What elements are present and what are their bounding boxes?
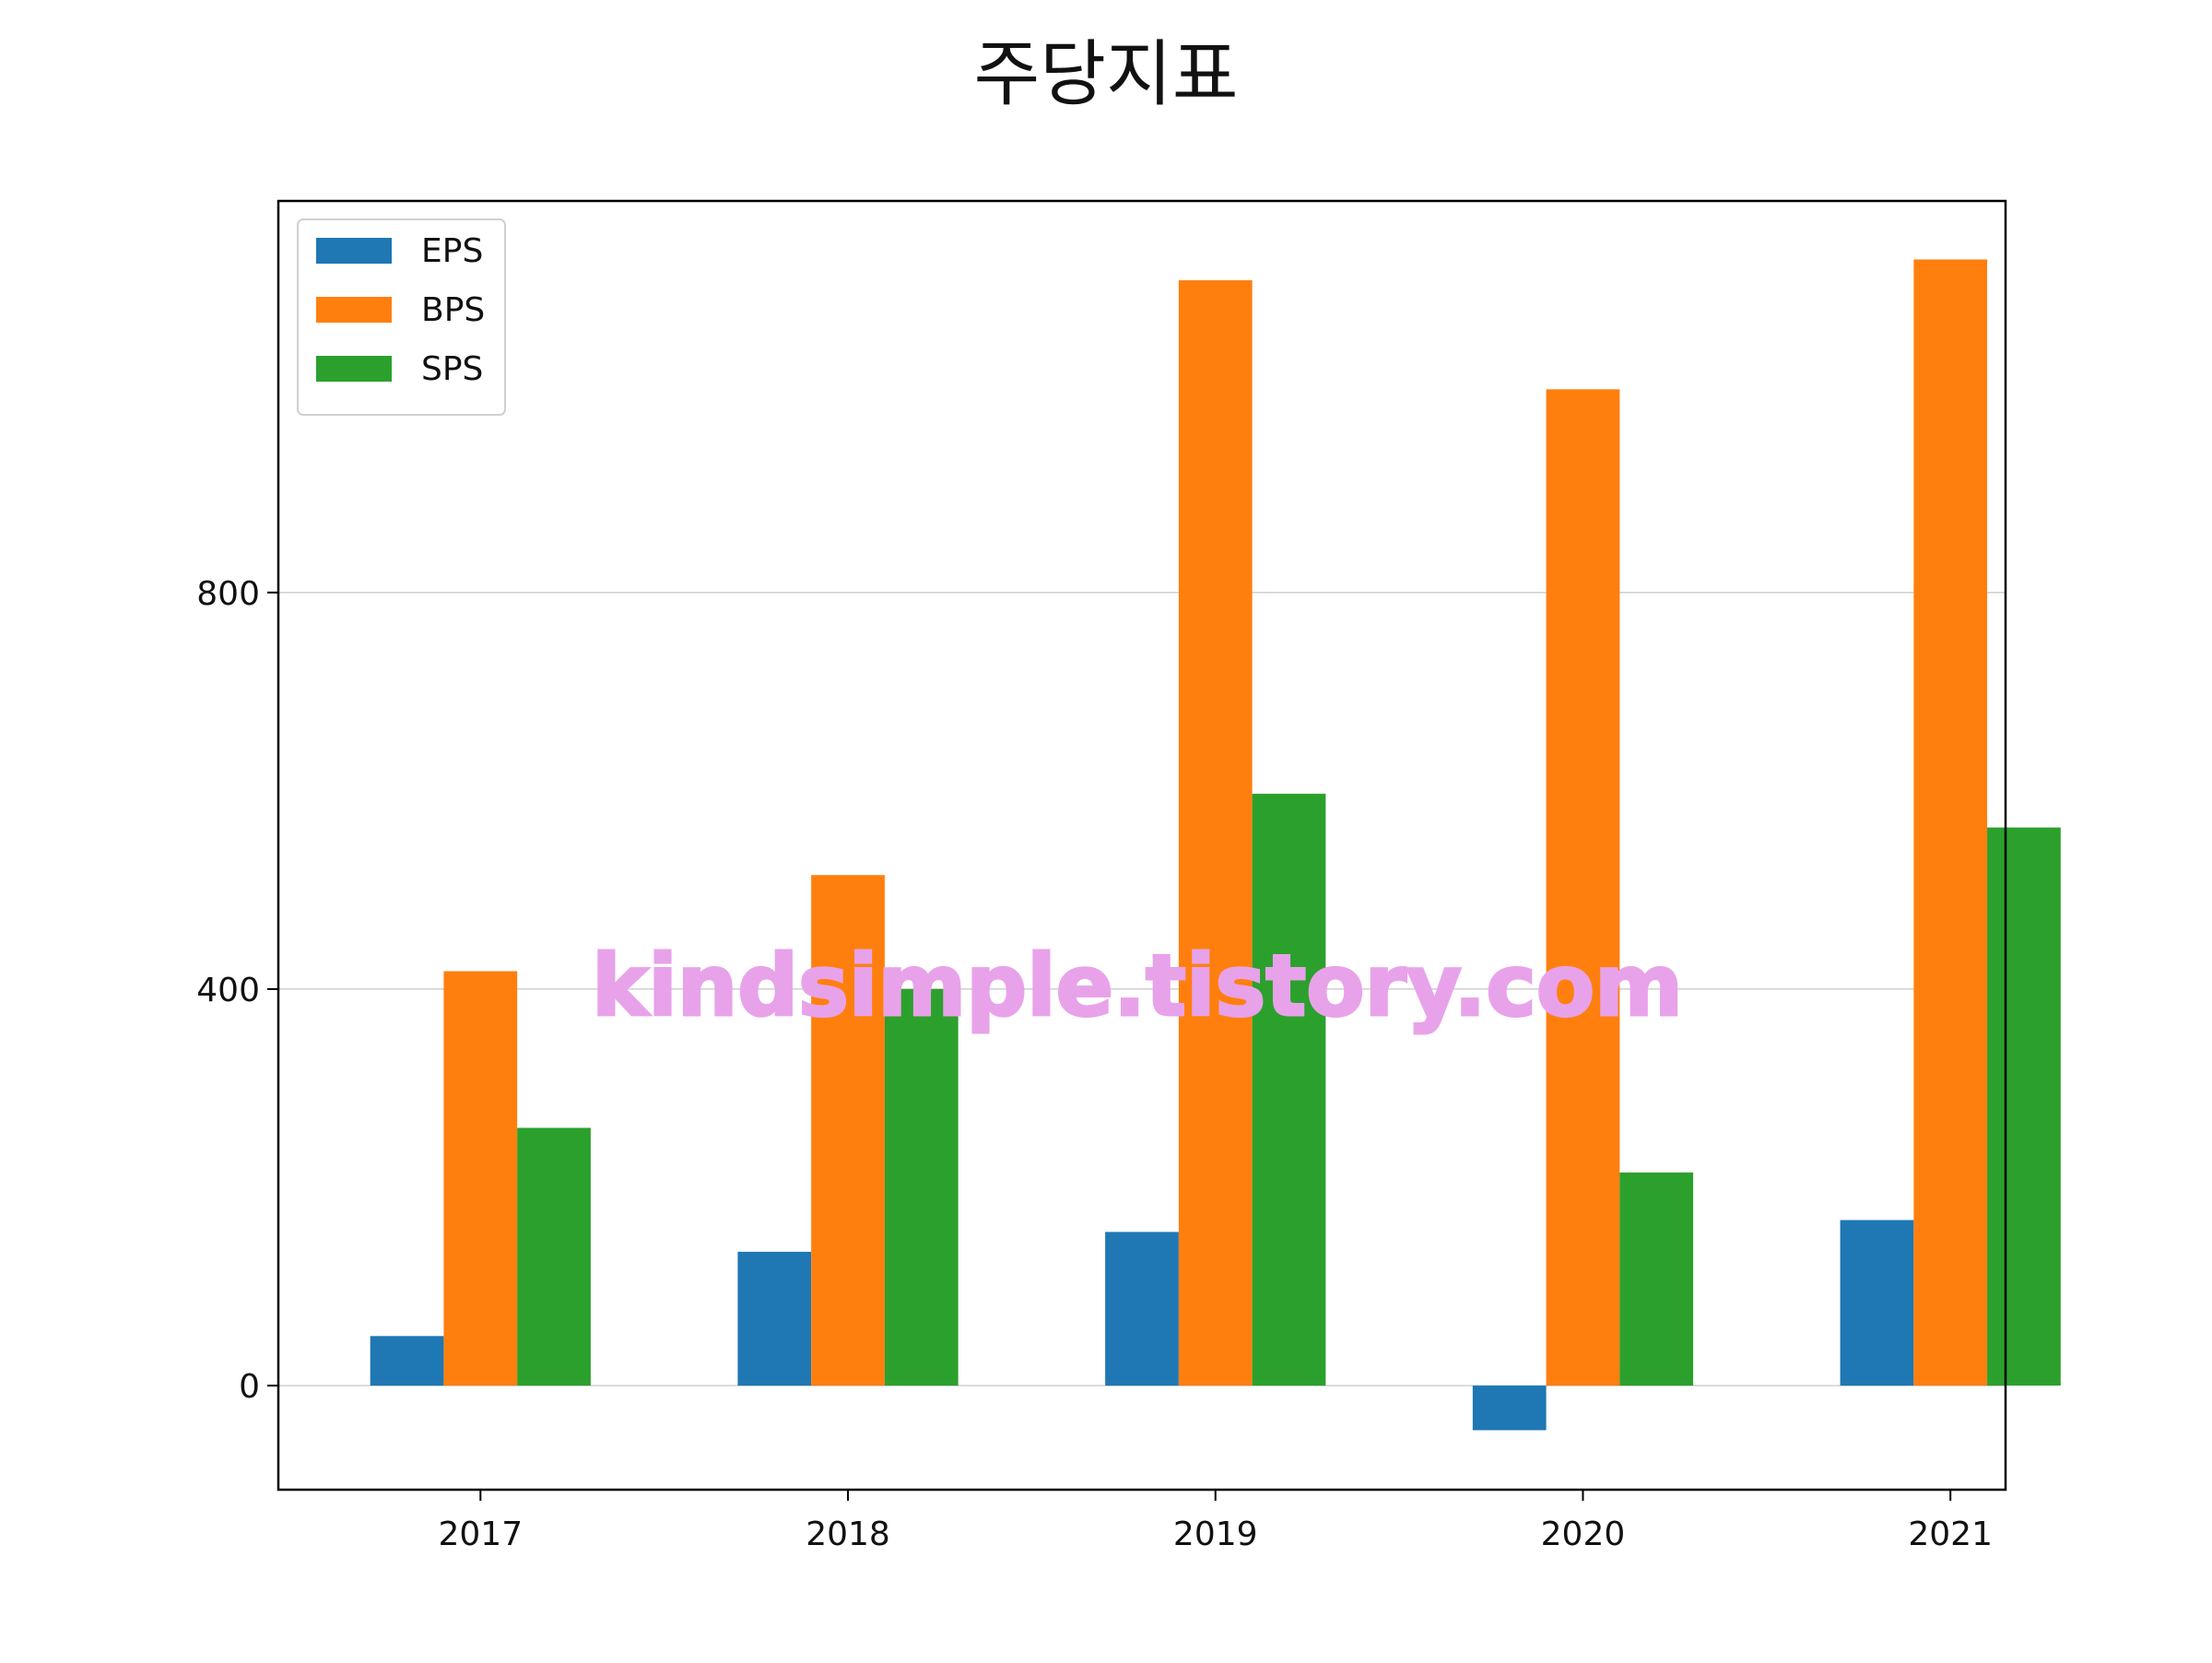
x-tick-label: 2017 — [438, 1516, 523, 1553]
bar-sps-2018 — [884, 988, 959, 1386]
bar-bps-2019 — [1178, 280, 1253, 1386]
bar-sps-2021 — [1987, 827, 2061, 1386]
x-tick-label: 2021 — [1908, 1516, 1993, 1553]
legend-swatch-bps — [316, 297, 392, 323]
y-tick-label: 800 — [196, 575, 260, 613]
y-tick-label: 0 — [239, 1368, 260, 1406]
bar-bps-2020 — [1546, 389, 1620, 1386]
legend: EPS BPS SPS — [297, 218, 506, 416]
y-tick-label: 400 — [196, 972, 260, 1009]
bars — [370, 259, 2061, 1431]
bar-sps-2017 — [517, 1127, 591, 1386]
x-tick-label: 2019 — [1173, 1516, 1258, 1553]
axis-ticks: 0 400 800 2017 2018 2019 2020 2021 — [196, 575, 1993, 1553]
chart-title: 주당지표 — [973, 33, 1239, 116]
bar-sps-2019 — [1252, 794, 1326, 1386]
bar-sps-2020 — [1619, 1172, 1694, 1386]
bar-bps-2021 — [1913, 259, 1988, 1386]
bar-eps-2021 — [1840, 1220, 1914, 1386]
bar-eps-2019 — [1105, 1232, 1179, 1386]
bar-eps-2020 — [1472, 1386, 1547, 1431]
bar-bps-2018 — [811, 875, 885, 1386]
watermark: kindsimple.tistory.com — [592, 937, 1683, 1035]
x-tick-label: 2018 — [806, 1516, 890, 1553]
x-tick-label: 2020 — [1541, 1516, 1626, 1553]
bar-eps-2018 — [737, 1251, 812, 1386]
bar-eps-2017 — [370, 1336, 444, 1386]
legend-label-eps: EPS — [421, 232, 483, 270]
legend-label-sps: SPS — [421, 350, 483, 388]
legend-label-bps: BPS — [421, 291, 485, 329]
legend-swatch-eps — [316, 238, 392, 264]
legend-swatch-sps — [316, 356, 392, 382]
plot-frame — [276, 199, 2007, 1492]
bar-bps-2017 — [443, 971, 518, 1386]
